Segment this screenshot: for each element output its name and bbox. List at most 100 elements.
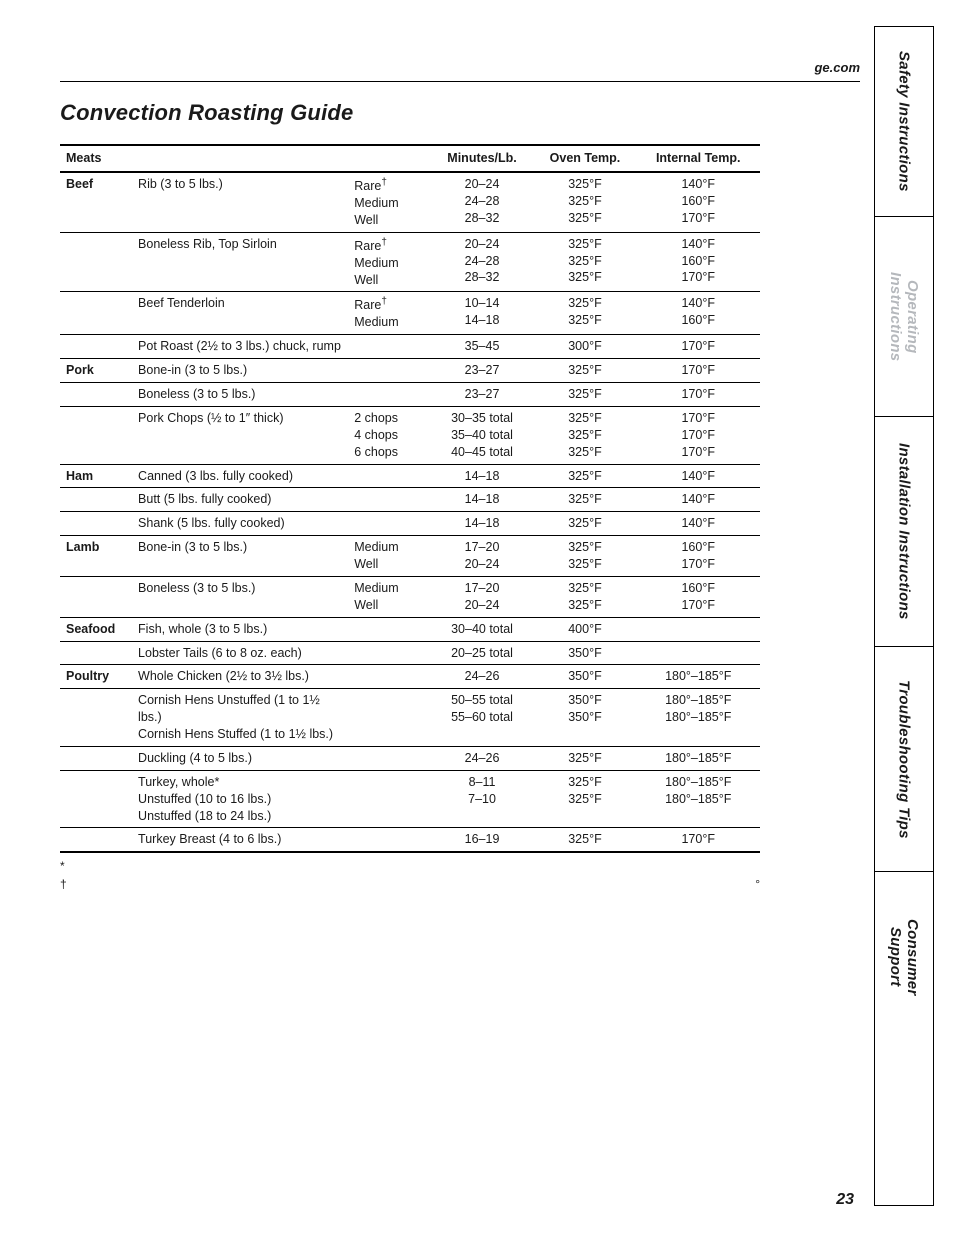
cell-min: 20–2424–2828–32 (431, 172, 534, 232)
side-tab[interactable]: Safety Instructions (875, 27, 933, 217)
col-minutes: Minutes/Lb. (431, 145, 534, 172)
cell-doneness: 2 chops4 chops6 chops (348, 406, 430, 464)
cell-min: 14–18 (431, 512, 534, 536)
table-row: BeefRib (3 to 5 lbs.)Rare†MediumWell20–2… (60, 172, 760, 232)
cell-cut: Fish, whole (3 to 5 lbs.) (132, 617, 348, 641)
side-tab[interactable]: Installation Instructions (875, 417, 933, 647)
cell-category: Ham (60, 464, 132, 488)
cell-category (60, 406, 132, 464)
cell-itemp: 140°F160°F170°F (636, 232, 760, 292)
cell-min: 30–40 total (431, 617, 534, 641)
cell-oven: 325°F (534, 383, 637, 407)
cell-category (60, 335, 132, 359)
cell-itemp: 140°F (636, 512, 760, 536)
cell-doneness (348, 617, 430, 641)
top-rule (60, 81, 860, 82)
cell-min: 50–55 total55–60 total (431, 689, 534, 747)
cell-doneness: Rare†Medium (348, 292, 430, 335)
cell-itemp: 160°F170°F (636, 576, 760, 617)
cell-oven: 350°F (534, 665, 637, 689)
cell-doneness (348, 464, 430, 488)
cell-doneness: MediumWell (348, 576, 430, 617)
cell-category (60, 770, 132, 828)
cell-itemp: 180°–185°F (636, 665, 760, 689)
table-row: Butt (5 lbs. fully cooked)14–18325°F140°… (60, 488, 760, 512)
cell-doneness (348, 770, 430, 828)
col-cut (132, 145, 431, 172)
cell-category (60, 488, 132, 512)
side-tab[interactable]: Operating Instructions (875, 217, 933, 417)
cell-oven: 400°F (534, 617, 637, 641)
table-row: Cornish Hens Unstuffed (1 to 1½ lbs.)Cor… (60, 689, 760, 747)
cell-min: 14–18 (431, 464, 534, 488)
table-row: Boneless (3 to 5 lbs.)23–27325°F170°F (60, 383, 760, 407)
cell-doneness (348, 335, 430, 359)
col-oven-temp: Oven Temp. (534, 145, 637, 172)
cell-itemp (636, 641, 760, 665)
cell-category (60, 641, 132, 665)
cell-cut: Bone-in (3 to 5 lbs.) (132, 536, 348, 577)
cell-category (60, 576, 132, 617)
table-row: Turkey, whole*Unstuffed (10 to 16 lbs.)U… (60, 770, 760, 828)
cell-cut: Cornish Hens Unstuffed (1 to 1½ lbs.)Cor… (132, 689, 348, 747)
cell-cut: Duckling (4 to 5 lbs.) (132, 746, 348, 770)
cell-doneness: Rare†MediumWell (348, 232, 430, 292)
cell-min: 30–35 total35–40 total40–45 total (431, 406, 534, 464)
cell-doneness: MediumWell (348, 536, 430, 577)
cell-doneness (348, 828, 430, 852)
footnotes: * †° (60, 859, 760, 891)
cell-min: 20–25 total (431, 641, 534, 665)
page-content: ge.com Convection Roasting Guide Meats M… (60, 60, 860, 891)
cell-itemp: 170°F (636, 828, 760, 852)
table-row: Shank (5 lbs. fully cooked)14–18325°F140… (60, 512, 760, 536)
cell-min: 24–26 (431, 665, 534, 689)
cell-itemp: 140°F (636, 488, 760, 512)
table-row: PoultryWhole Chicken (2½ to 3½ lbs.)24–2… (60, 665, 760, 689)
cell-doneness (348, 512, 430, 536)
cell-cut: Pot Roast (2½ to 3 lbs.) chuck, rump (132, 335, 348, 359)
cell-itemp: 180°–185°F180°–185°F (636, 770, 760, 828)
cell-category: Beef (60, 172, 132, 232)
cell-oven: 325°F325°F (534, 292, 637, 335)
cell-category: Lamb (60, 536, 132, 577)
cell-category: Pork (60, 359, 132, 383)
side-tabs: Safety InstructionsOperating Instruction… (874, 26, 934, 1206)
table-row: Beef TenderloinRare†Medium10–1414–18325°… (60, 292, 760, 335)
table-row: LambBone-in (3 to 5 lbs.)MediumWell17–20… (60, 536, 760, 577)
cell-min: 17–2020–24 (431, 536, 534, 577)
cell-min: 16–19 (431, 828, 534, 852)
cell-oven: 350°F (534, 641, 637, 665)
cell-cut: Boneless (3 to 5 lbs.) (132, 383, 348, 407)
table-row: PorkBone-in (3 to 5 lbs.)23–27325°F170°F (60, 359, 760, 383)
cell-cut: Butt (5 lbs. fully cooked) (132, 488, 348, 512)
cell-itemp: 140°F160°F170°F (636, 172, 760, 232)
cell-itemp: 140°F (636, 464, 760, 488)
cell-itemp: 180°–185°F (636, 746, 760, 770)
cell-oven: 325°F (534, 828, 637, 852)
cell-cut: Turkey, whole*Unstuffed (10 to 16 lbs.)U… (132, 770, 348, 828)
table-row: Pork Chops (½ to 1″ thick)2 chops4 chops… (60, 406, 760, 464)
cell-cut: Beef Tenderloin (132, 292, 348, 335)
cell-category (60, 689, 132, 747)
cell-oven: 325°F325°F (534, 536, 637, 577)
cell-min: 24–26 (431, 746, 534, 770)
cell-category (60, 383, 132, 407)
cell-category: Poultry (60, 665, 132, 689)
table-row: SeafoodFish, whole (3 to 5 lbs.)30–40 to… (60, 617, 760, 641)
cell-oven: 325°F (534, 746, 637, 770)
cell-category (60, 512, 132, 536)
cell-doneness (348, 383, 430, 407)
table-header-row: Meats Minutes/Lb. Oven Temp. Internal Te… (60, 145, 760, 172)
cell-oven: 325°F (534, 464, 637, 488)
cell-itemp: 160°F170°F (636, 536, 760, 577)
cell-cut: Canned (3 lbs. fully cooked) (132, 464, 348, 488)
side-tab[interactable]: Troubleshooting Tips (875, 647, 933, 872)
cell-itemp (636, 617, 760, 641)
cell-cut: Bone-in (3 to 5 lbs.) (132, 359, 348, 383)
page-title: Convection Roasting Guide (60, 100, 860, 126)
cell-category (60, 232, 132, 292)
cell-min: 14–18 (431, 488, 534, 512)
side-tab[interactable]: Consumer Support (875, 872, 933, 1042)
table-row: Pot Roast (2½ to 3 lbs.) chuck, rump35–4… (60, 335, 760, 359)
cell-oven: 325°F (534, 359, 637, 383)
